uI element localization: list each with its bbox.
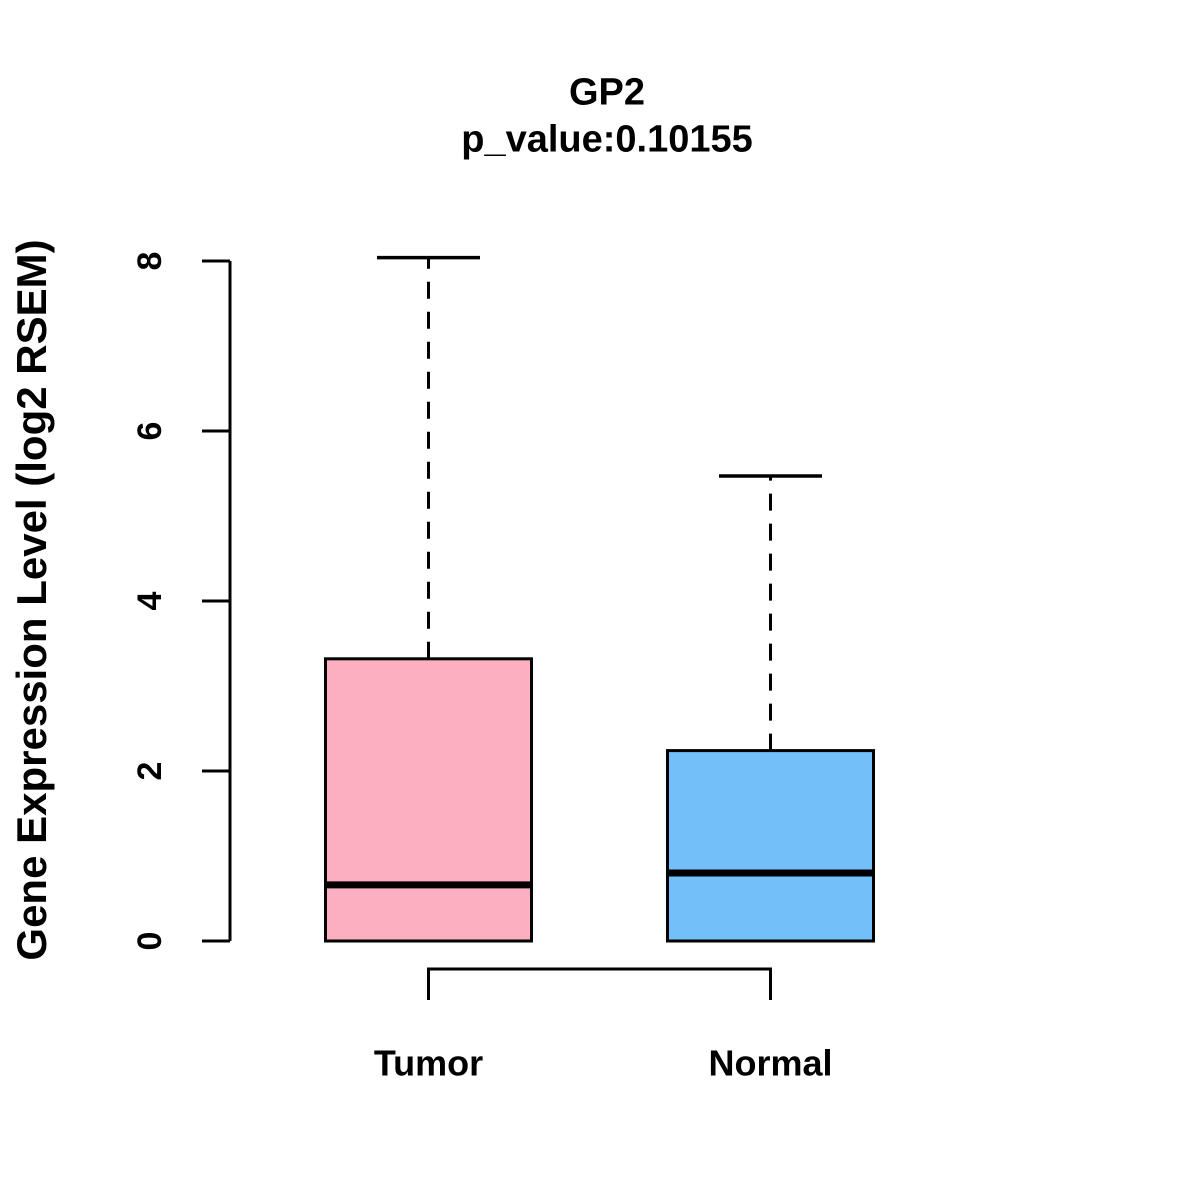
x-category-label-normal: Normal xyxy=(708,1043,832,1084)
chart-title: GP2 xyxy=(568,71,646,114)
y-tick-label: 4 xyxy=(131,591,169,610)
box-tumor xyxy=(324,657,533,943)
y-tick-label: 8 xyxy=(131,252,169,271)
y-tick-label: 6 xyxy=(131,422,169,441)
y-tick-label: 2 xyxy=(131,762,169,781)
y-tick-label: 0 xyxy=(131,932,169,951)
box-normal xyxy=(666,749,875,943)
comparison-bracket xyxy=(427,967,772,1000)
chart-subtitle-pvalue: p_value:0.10155 xyxy=(461,118,753,161)
x-category-label-tumor: Tumor xyxy=(374,1043,483,1084)
